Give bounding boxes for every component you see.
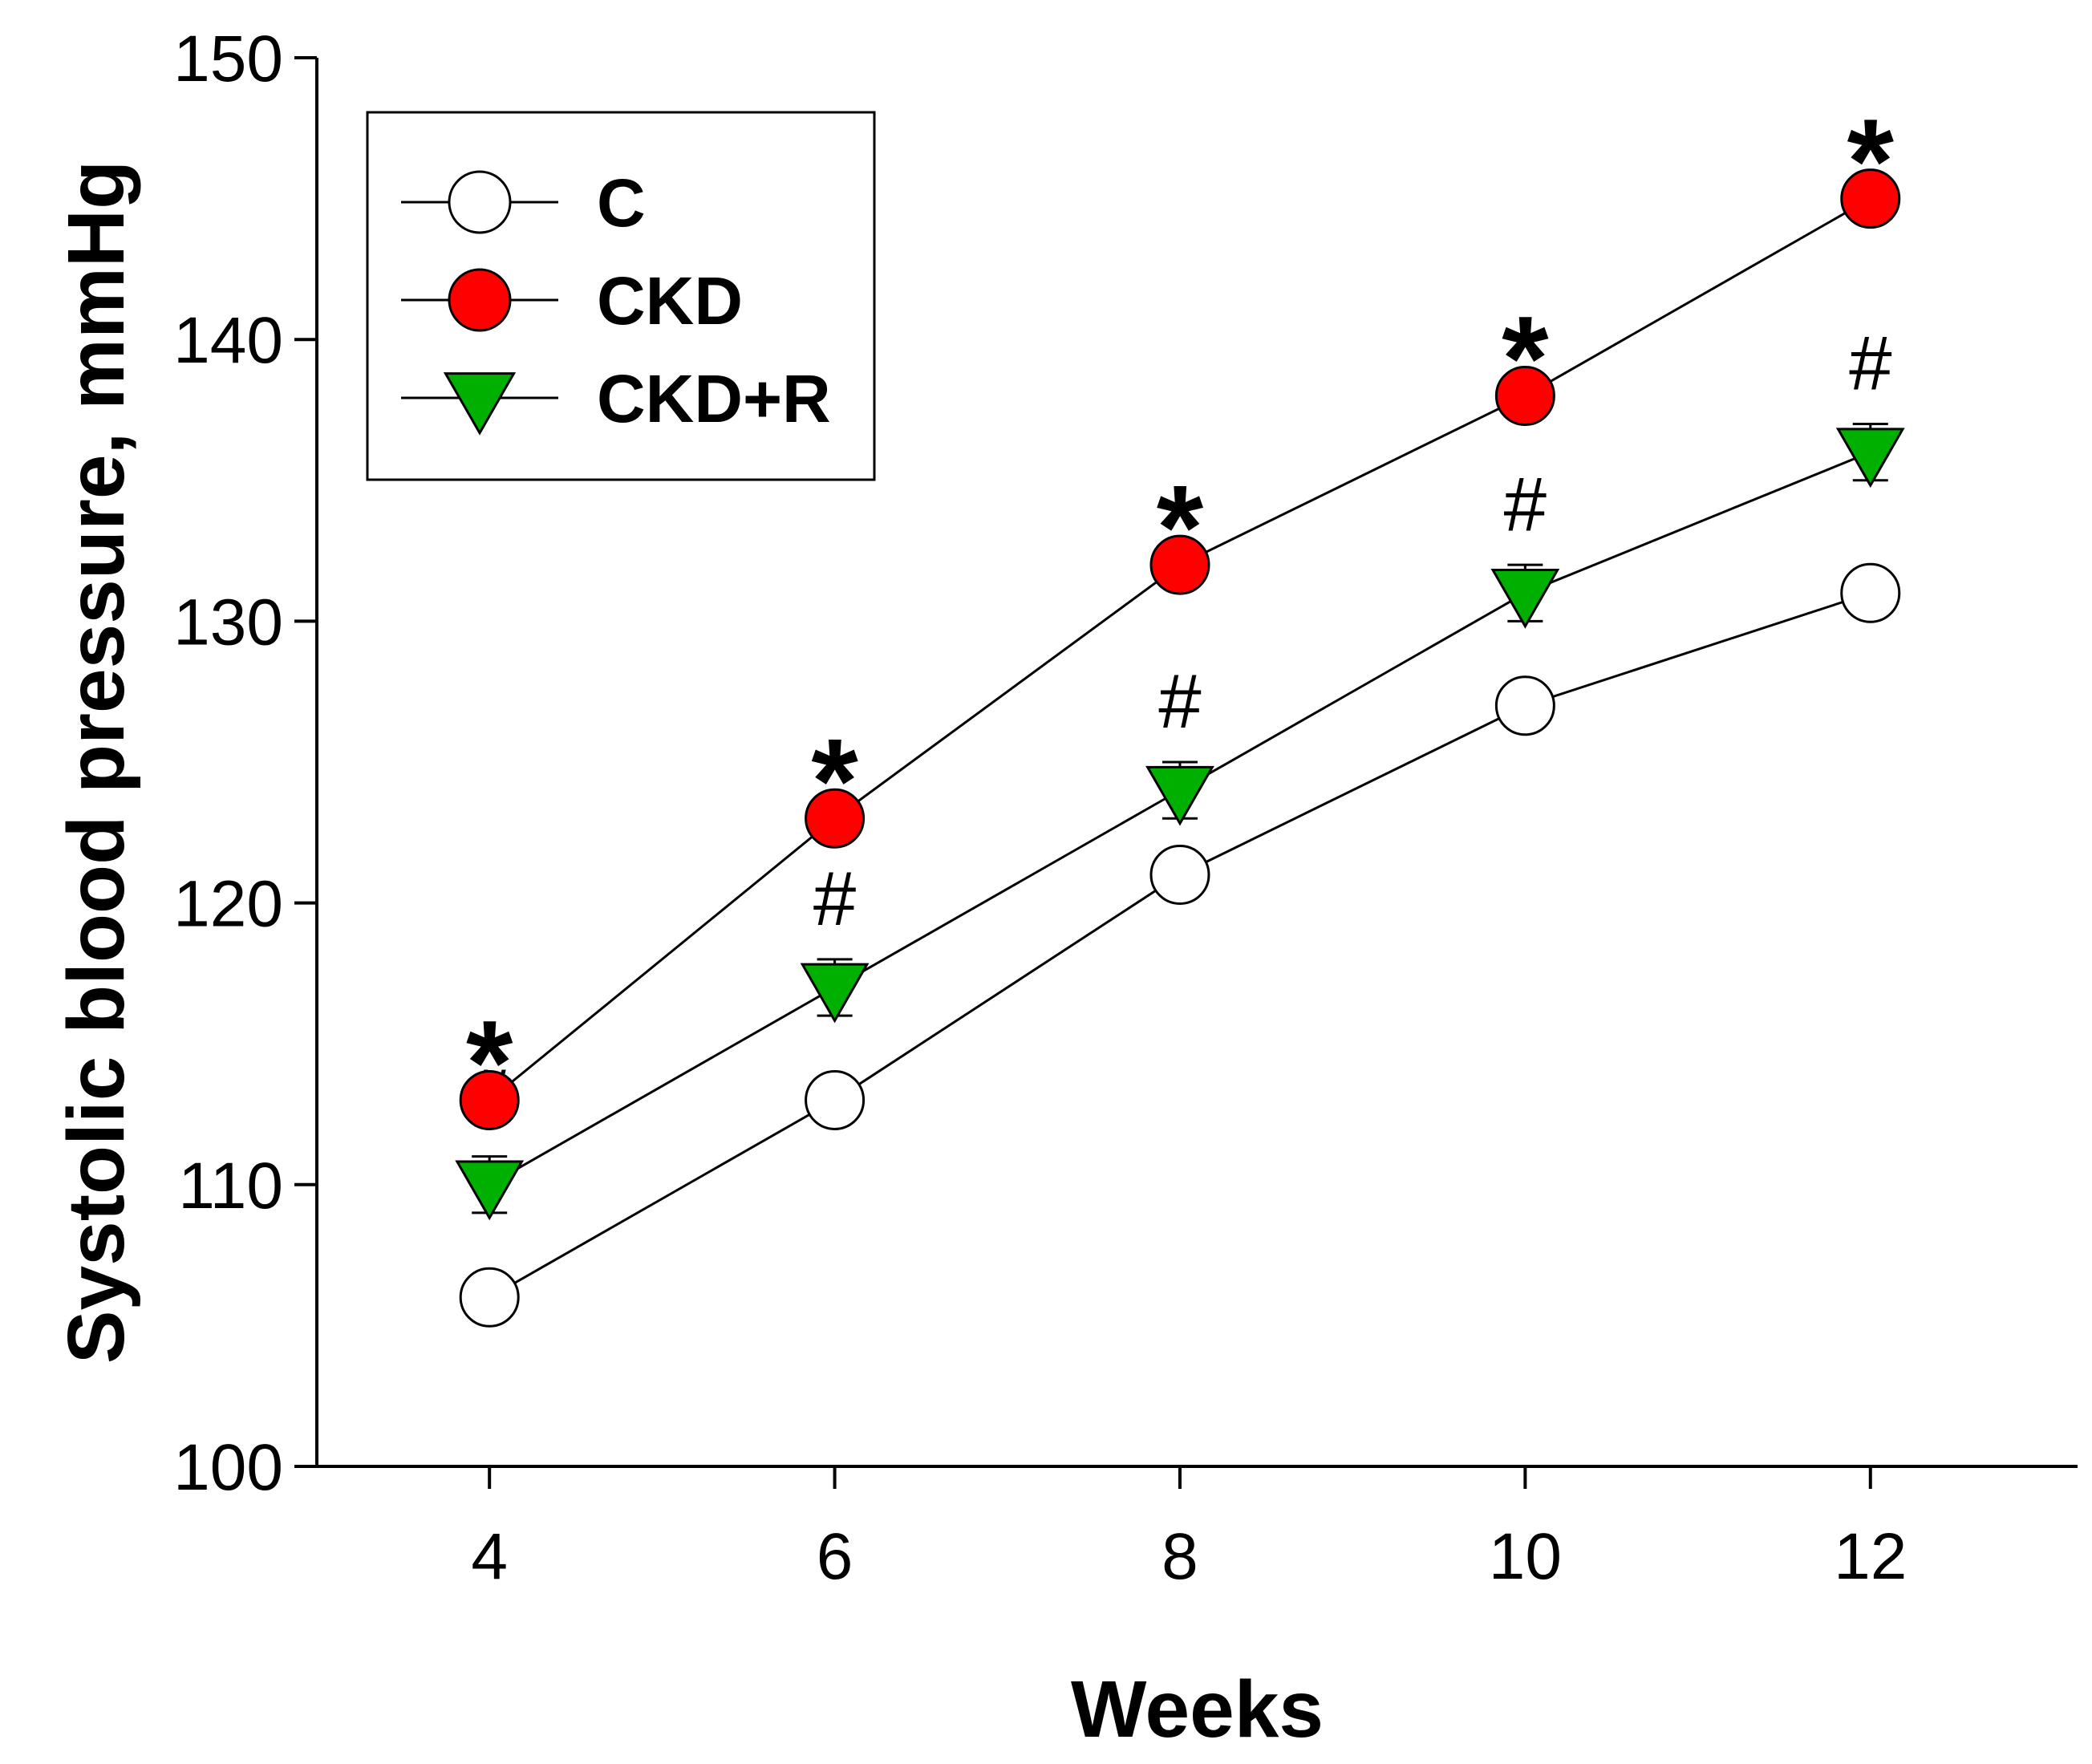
legend-label-c: C xyxy=(597,165,646,241)
legend-marker-ckd-r xyxy=(443,372,517,436)
y-axis-title: Systolic blood pressure, mmHg xyxy=(51,160,141,1364)
point-c xyxy=(1149,844,1210,905)
legend-marker-c xyxy=(448,170,512,234)
significance-star: * xyxy=(811,713,858,848)
legend-marker-ckd xyxy=(448,268,512,332)
axes: 100 110 120 130 140 150 4 6 8 10 12 xyxy=(173,22,2078,1593)
point-ckd-r xyxy=(1490,568,1560,629)
point-ckd-r xyxy=(455,1160,525,1221)
point-ckd xyxy=(459,1069,520,1130)
y-tick-label: 150 xyxy=(173,22,283,95)
point-c xyxy=(459,1267,520,1328)
point-c xyxy=(805,1069,866,1130)
series-layer: #####***** xyxy=(455,94,1905,1328)
point-ckd-r xyxy=(1835,428,1905,489)
legend: C CKD CKD+R xyxy=(366,111,876,481)
x-tick-label: 6 xyxy=(817,1520,853,1593)
significance-hash: # xyxy=(1158,659,1201,744)
significance-hash: # xyxy=(813,856,856,942)
x-tick-label: 4 xyxy=(471,1520,508,1593)
y-tick-label: 120 xyxy=(173,868,283,941)
point-ckd-r xyxy=(800,963,870,1024)
legend-label-ckd: CKD xyxy=(597,263,743,339)
significance-star: * xyxy=(1157,460,1204,594)
point-ckd xyxy=(1840,168,1901,229)
point-ckd xyxy=(805,788,866,849)
significance-star: * xyxy=(1847,94,1895,229)
x-tick-label: 8 xyxy=(1162,1520,1198,1593)
y-tick-label: 100 xyxy=(173,1431,283,1504)
y-tick-label: 130 xyxy=(173,586,283,659)
y-tick-label: 140 xyxy=(173,304,283,377)
x-tick-label: 10 xyxy=(1489,1520,1562,1593)
x-axis-title: Weeks xyxy=(1071,1665,1324,1754)
legend-label-ckd-r: CKD+R xyxy=(597,361,831,436)
significance-hash: # xyxy=(1849,321,1891,407)
y-tick-label: 110 xyxy=(178,1150,283,1223)
point-ckd-r xyxy=(1145,765,1214,826)
significance-star: * xyxy=(1502,290,1549,425)
point-ckd xyxy=(1494,365,1555,426)
significance-star: * xyxy=(466,995,513,1129)
significance-hash: # xyxy=(1504,461,1547,547)
point-c xyxy=(1494,675,1555,736)
point-c xyxy=(1840,562,1901,623)
point-ckd xyxy=(1149,534,1210,595)
x-tick-label: 12 xyxy=(1834,1520,1907,1593)
